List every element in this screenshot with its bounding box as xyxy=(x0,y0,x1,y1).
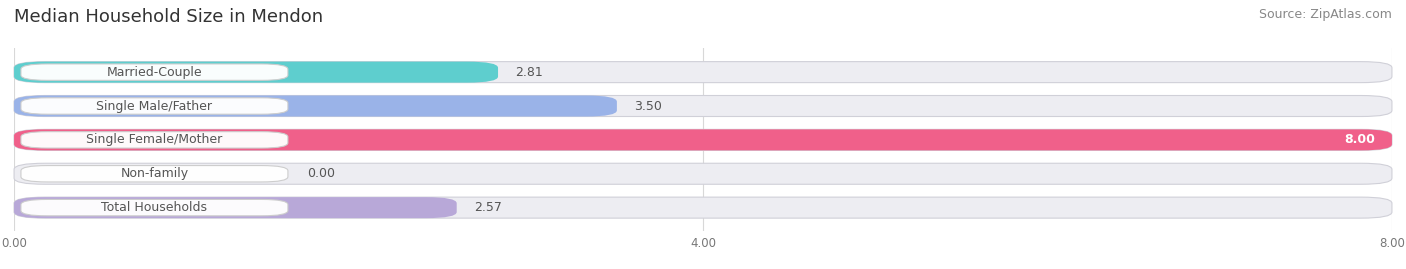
Text: 8.00: 8.00 xyxy=(1344,133,1375,146)
FancyBboxPatch shape xyxy=(14,129,1392,150)
Text: 3.50: 3.50 xyxy=(634,100,662,112)
FancyBboxPatch shape xyxy=(21,165,288,182)
FancyBboxPatch shape xyxy=(21,98,288,114)
FancyBboxPatch shape xyxy=(14,197,457,218)
FancyBboxPatch shape xyxy=(21,132,288,148)
Text: Median Household Size in Mendon: Median Household Size in Mendon xyxy=(14,8,323,26)
Text: Source: ZipAtlas.com: Source: ZipAtlas.com xyxy=(1258,8,1392,21)
FancyBboxPatch shape xyxy=(14,62,1392,83)
FancyBboxPatch shape xyxy=(14,95,617,116)
FancyBboxPatch shape xyxy=(14,163,1392,184)
Text: Total Households: Total Households xyxy=(101,201,208,214)
FancyBboxPatch shape xyxy=(14,129,1392,150)
FancyBboxPatch shape xyxy=(14,95,1392,116)
Text: Married-Couple: Married-Couple xyxy=(107,66,202,79)
Text: Non-family: Non-family xyxy=(121,167,188,180)
Text: 2.81: 2.81 xyxy=(515,66,543,79)
Text: 0.00: 0.00 xyxy=(307,167,335,180)
FancyBboxPatch shape xyxy=(21,64,288,80)
Text: Single Female/Mother: Single Female/Mother xyxy=(86,133,222,146)
FancyBboxPatch shape xyxy=(14,197,1392,218)
Text: 2.57: 2.57 xyxy=(474,201,502,214)
FancyBboxPatch shape xyxy=(21,199,288,216)
FancyBboxPatch shape xyxy=(14,62,498,83)
Text: Single Male/Father: Single Male/Father xyxy=(97,100,212,112)
